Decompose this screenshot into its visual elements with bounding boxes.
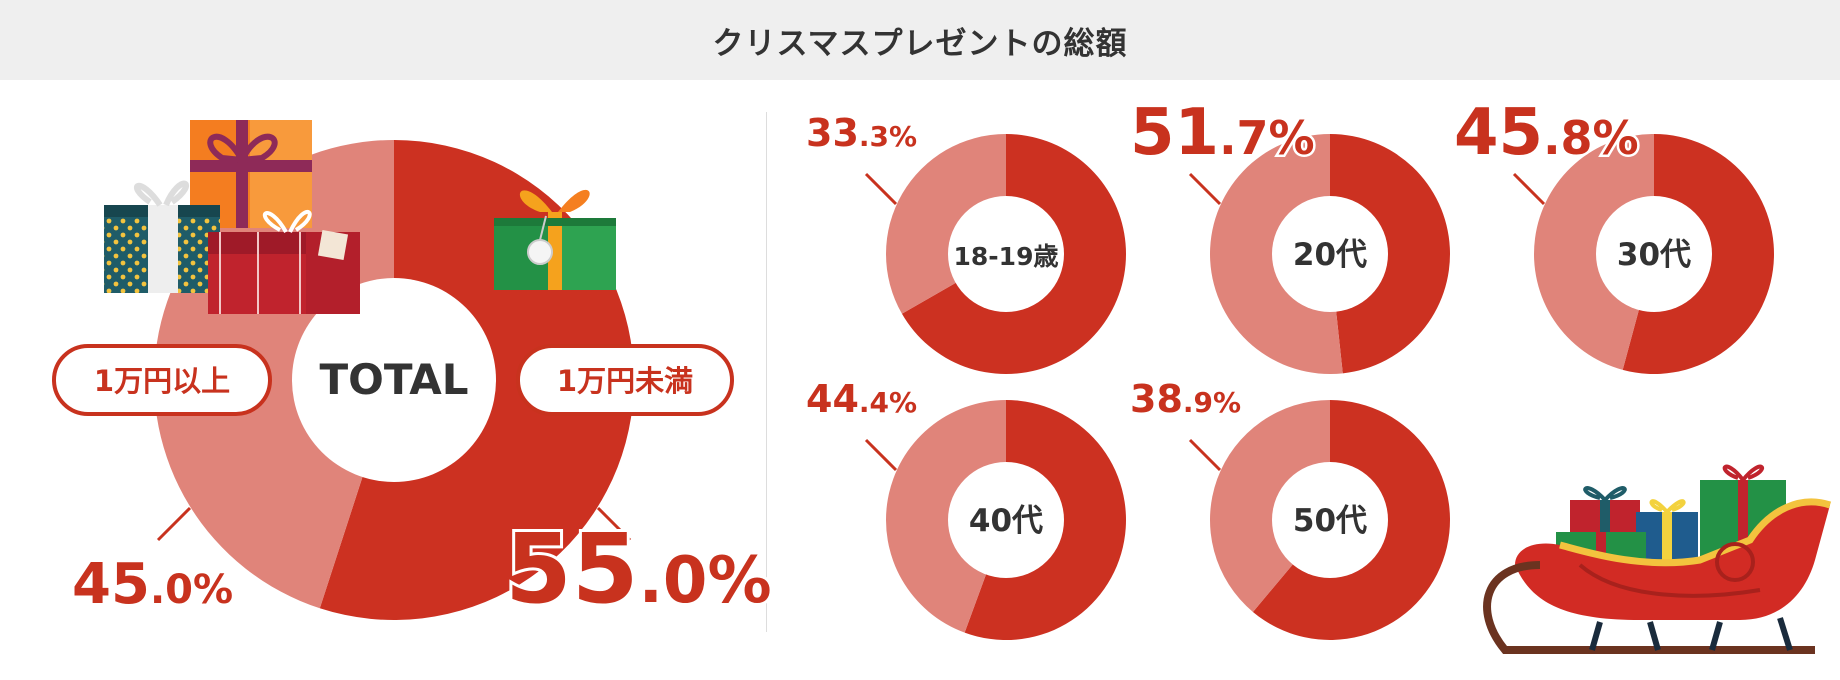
under-10000-label: 1万円未満: [557, 364, 693, 398]
donut-hole: [292, 278, 496, 482]
age-donuts: 18-19歳 33.3% 20代 51.7% 30代 45.8% 40代 44.4% 50代 38…: [806, 94, 1774, 641]
age-donut: 40代 44.4%: [806, 377, 1126, 640]
donut-hole: [1596, 196, 1712, 312]
leader-line: [864, 172, 898, 206]
minor-percent-label: 45.0%: [72, 552, 233, 617]
leader-line: [864, 438, 898, 472]
age-percent-label: 38.9%: [1130, 377, 1241, 421]
age-percent-label: 44.4%: [806, 377, 917, 421]
age-label: 50代: [1293, 503, 1367, 539]
age-label: 40代: [969, 503, 1043, 539]
total-center-label: TOTAL: [319, 355, 468, 404]
major-percent-label: 55.0%: [505, 513, 772, 625]
header-bar: クリスマスプレゼントの総額: [0, 0, 1840, 80]
green-gift-icon: [494, 189, 616, 290]
leader-line: [1512, 172, 1546, 206]
slice-over-10000: [885, 400, 1006, 633]
age-donut: 50代 38.9%: [1130, 377, 1450, 641]
age-label: 20代: [1293, 237, 1367, 273]
leader-line-minor: [156, 506, 192, 542]
over-10000-label: 1万円以上: [94, 364, 230, 398]
slice-over-10000: [1210, 400, 1330, 612]
age-percent-label: 45.8%: [1454, 96, 1639, 170]
donut-hole: [948, 196, 1064, 312]
leader-line-major: [596, 506, 632, 542]
age-percent-label: 51.7%: [1130, 96, 1315, 170]
donut-hole: [1272, 462, 1388, 578]
sleigh-icon: [1483, 464, 1832, 654]
panel-divider: [766, 112, 767, 632]
slice-over-10000: [1534, 134, 1654, 370]
age-donut: 20代 51.7%: [1128, 94, 1451, 374]
donut-hole: [948, 462, 1064, 578]
donut-hole: [1272, 196, 1388, 312]
age-donut: 18-19歳 33.3%: [806, 111, 1126, 374]
under-10000-pill: [516, 344, 734, 416]
age-label: 30代: [1617, 237, 1691, 273]
leader-line: [1188, 172, 1222, 206]
age-label: 18-19歳: [954, 242, 1059, 271]
leader-line: [1188, 438, 1222, 472]
age-percent-label: 33.3%: [806, 111, 917, 155]
age-donut: 30代 45.8%: [1452, 94, 1774, 374]
gift-stack-icon: [104, 120, 360, 314]
slice-under-10000: [1330, 134, 1451, 374]
over-10000-pill: [52, 344, 272, 416]
page-title: クリスマスプレゼントの総額: [712, 25, 1128, 62]
